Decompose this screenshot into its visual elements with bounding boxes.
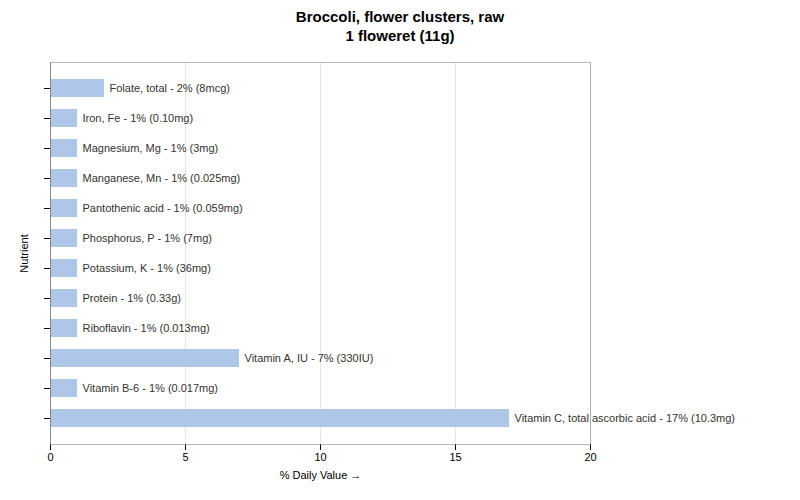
svg-text:0: 0 xyxy=(47,451,53,463)
svg-text:Iron, Fe - 1% (0.10mg): Iron, Fe - 1% (0.10mg) xyxy=(83,112,194,124)
svg-text:Riboflavin - 1% (0.013mg): Riboflavin - 1% (0.013mg) xyxy=(83,322,210,334)
svg-text:15: 15 xyxy=(449,451,461,463)
svg-text:5: 5 xyxy=(182,451,188,463)
svg-text:Folate, total - 2% (8mcg): Folate, total - 2% (8mcg) xyxy=(110,82,230,94)
svg-text:10: 10 xyxy=(314,451,326,463)
svg-text:Protein - 1% (0.33g): Protein - 1% (0.33g) xyxy=(83,292,181,304)
svg-text:Vitamin B-6 - 1% (0.017mg): Vitamin B-6 - 1% (0.017mg) xyxy=(83,382,219,394)
svg-text:20: 20 xyxy=(584,451,596,463)
svg-text:Vitamin A, IU - 7% (330IU): Vitamin A, IU - 7% (330IU) xyxy=(245,352,374,364)
svg-text:Manganese, Mn - 1% (0.025mg): Manganese, Mn - 1% (0.025mg) xyxy=(83,172,241,184)
svg-text:Pantothenic acid - 1% (0.059mg: Pantothenic acid - 1% (0.059mg) xyxy=(83,202,243,214)
svg-text:Vitamin C, total ascorbic acid: Vitamin C, total ascorbic acid - 17% (10… xyxy=(515,412,736,424)
html-text:Broccoli, flower clusters, raw: Broccoli, flower clusters, raw 1 flowere… xyxy=(295,8,505,44)
svg-text:Phosphorus, P - 1% (7mg): Phosphorus, P - 1% (7mg) xyxy=(83,232,212,244)
svg-text:% Daily Value →: % Daily Value → xyxy=(280,468,362,480)
svg-text:Nutrient: Nutrient xyxy=(18,234,30,273)
svg-text:Magnesium, Mg - 1% (3mg): Magnesium, Mg - 1% (3mg) xyxy=(83,142,219,154)
svg-text:Potassium, K - 1% (36mg): Potassium, K - 1% (36mg) xyxy=(83,262,211,274)
